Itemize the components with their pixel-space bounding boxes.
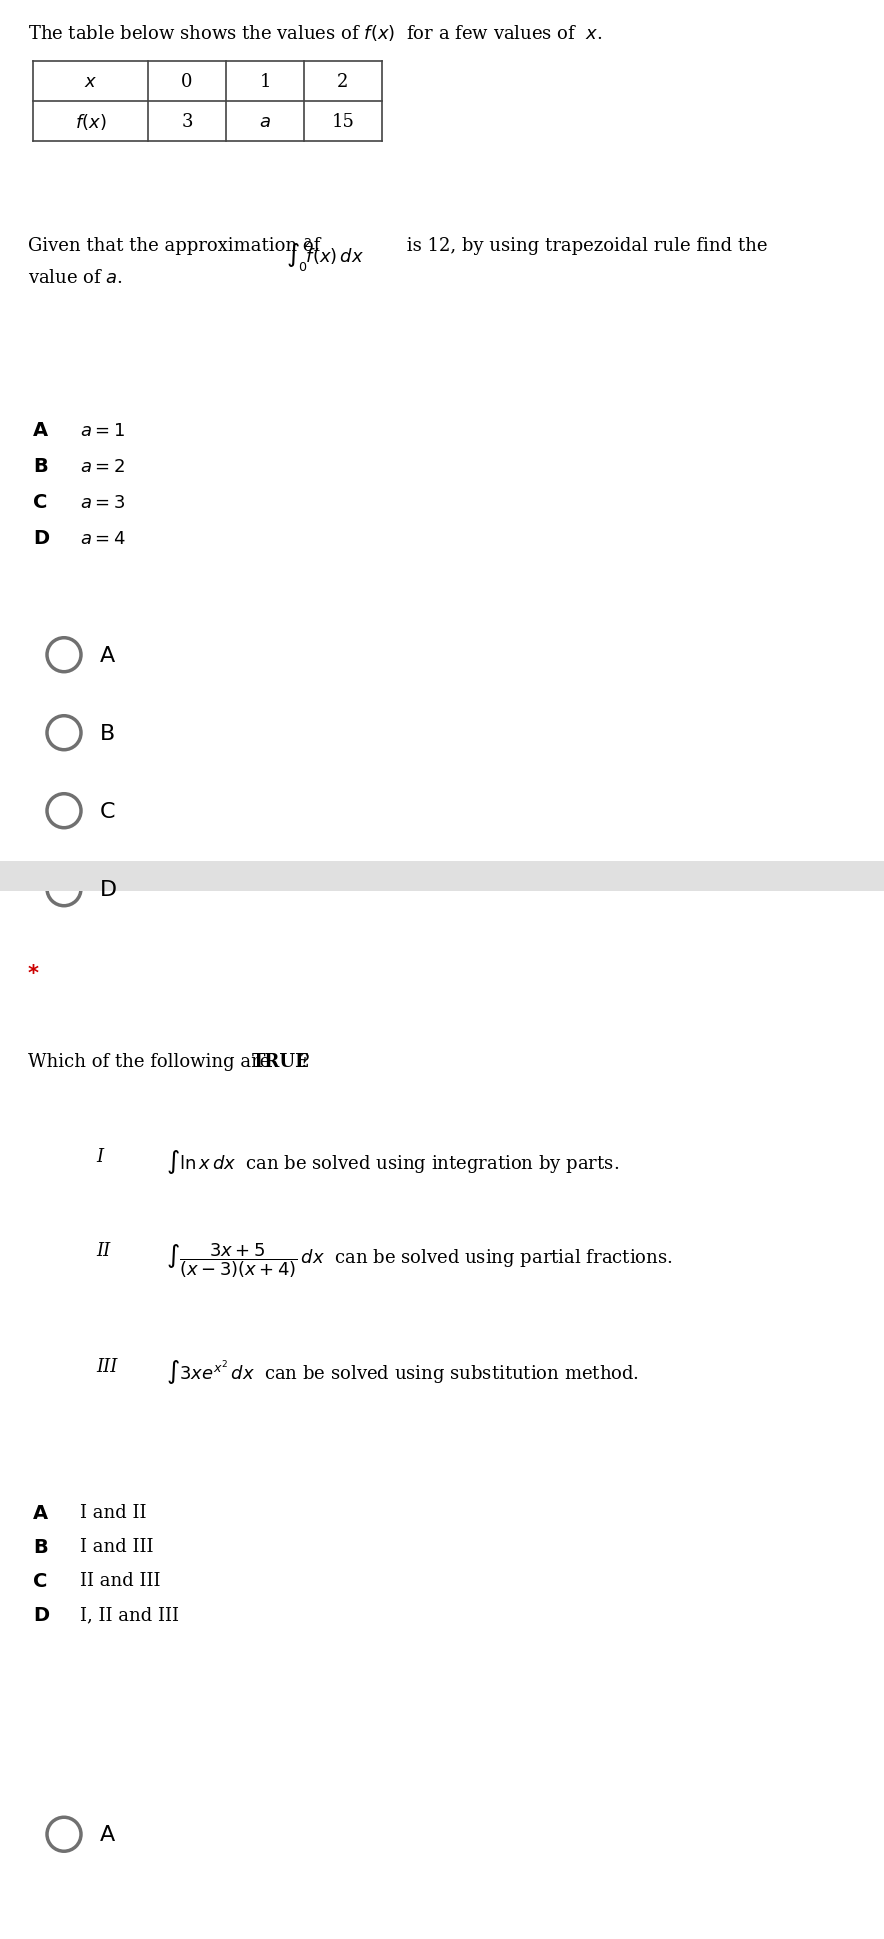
Text: Which of the following are: Which of the following are [28,1053,276,1070]
Text: ?: ? [300,1053,309,1070]
Text: is 12, by using trapezoidal rule find the: is 12, by using trapezoidal rule find th… [401,237,767,254]
Text: 2: 2 [338,74,348,91]
Text: C: C [33,1571,48,1590]
Text: C: C [33,493,48,512]
Text: $x$: $x$ [84,74,97,91]
Text: I and II: I and II [80,1503,147,1522]
Text: 15: 15 [332,112,354,132]
Text: II: II [96,1241,110,1258]
Text: B: B [33,1538,48,1555]
Text: I: I [96,1148,103,1165]
Text: Given that the approximation of: Given that the approximation of [28,237,326,254]
Text: III: III [96,1357,118,1375]
Text: value of $a$.: value of $a$. [28,268,123,287]
Text: A: A [100,646,115,665]
Text: TRUE: TRUE [252,1053,309,1070]
Text: $\int 3xe^{x^2}\,dx$  can be solved using substitution method.: $\int 3xe^{x^2}\,dx$ can be solved using… [166,1357,639,1384]
Text: II and III: II and III [80,1571,161,1590]
Text: $f(x)$: $f(x)$ [75,112,106,132]
Text: $a=4$: $a=4$ [80,529,126,547]
Text: $\int \ln x\,dx$  can be solved using integration by parts.: $\int \ln x\,dx$ can be solved using int… [166,1148,619,1175]
Text: 3: 3 [181,112,193,132]
Text: $\int_0^{\,2}\!\! f(x)\,dx$: $\int_0^{\,2}\!\! f(x)\,dx$ [286,237,364,273]
Text: D: D [100,878,117,900]
Text: 0: 0 [181,74,193,91]
Text: $a=2$: $a=2$ [80,458,125,475]
Text: B: B [33,458,48,475]
Text: B: B [100,723,115,743]
Text: The table below shows the values of $f(x)$  for a few values of  $x$.: The table below shows the values of $f(x… [28,23,603,43]
Text: A: A [100,1825,115,1844]
Text: A: A [33,1503,48,1522]
Text: D: D [33,1605,50,1623]
Text: $\int \dfrac{3x+5}{(x-3)(x+4)}\,dx$  can be solved using partial fractions.: $\int \dfrac{3x+5}{(x-3)(x+4)}\,dx$ can … [166,1241,673,1280]
Text: $a=3$: $a=3$ [80,493,126,512]
Text: $a$: $a$ [259,112,271,132]
Text: D: D [33,529,50,549]
Text: C: C [100,801,116,822]
Text: *: * [28,964,39,983]
Text: I and III: I and III [80,1538,154,1555]
Bar [0,861,884,892]
Text: A: A [33,421,48,440]
Text: $a=1$: $a=1$ [80,421,125,440]
Text: 1: 1 [259,74,271,91]
Text: I, II and III: I, II and III [80,1605,179,1623]
